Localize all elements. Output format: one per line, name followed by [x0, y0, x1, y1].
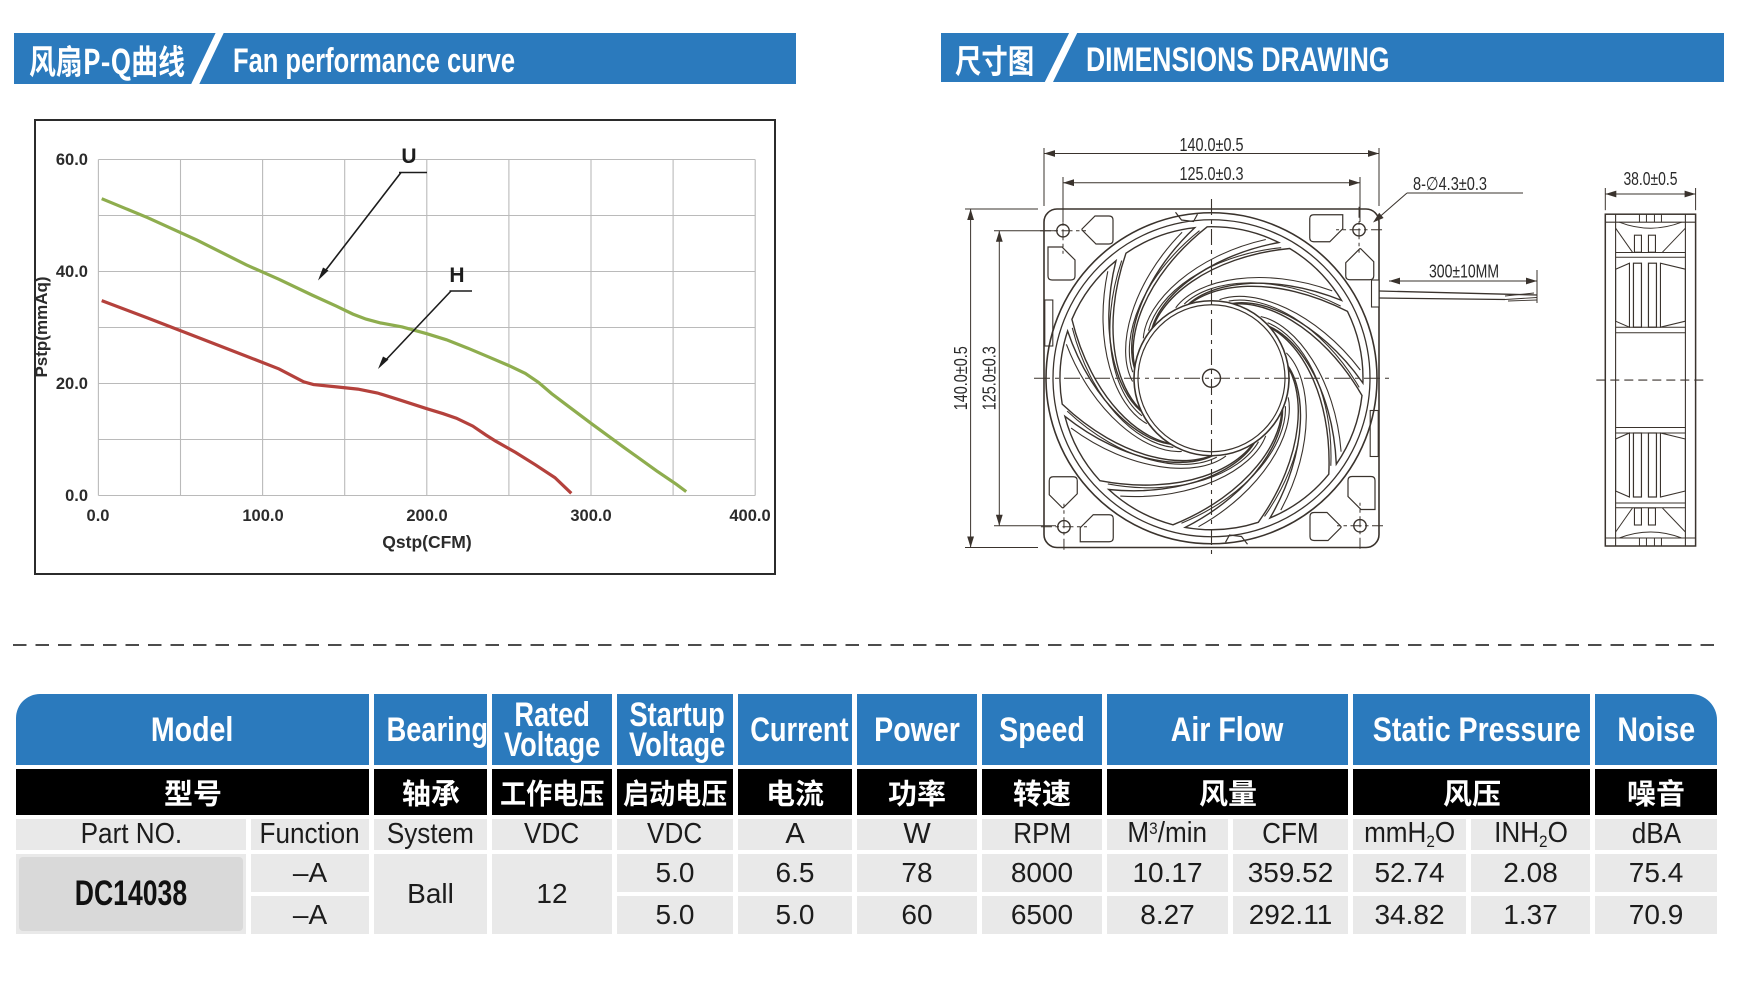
svg-text:0.0: 0.0: [87, 507, 110, 525]
svg-text:140.0±0.5: 140.0±0.5: [950, 346, 971, 410]
svg-text:400.0: 400.0: [729, 507, 770, 525]
svg-text:60.0: 60.0: [56, 151, 88, 169]
svg-text:Pstp(mmAq): Pstp(mmAq): [34, 276, 51, 377]
svg-text:8-∅4.3±0.3: 8-∅4.3±0.3: [1413, 173, 1487, 194]
svg-text:125.0±0.3: 125.0±0.3: [979, 346, 1000, 410]
svg-text:U: U: [401, 145, 416, 168]
svg-text:20.0: 20.0: [56, 375, 88, 393]
svg-text:300±10MM: 300±10MM: [1429, 261, 1499, 282]
svg-text:Qstp(CFM): Qstp(CFM): [382, 532, 471, 552]
svg-text:125.0±0.3: 125.0±0.3: [1180, 163, 1244, 184]
svg-text:140.0±0.5: 140.0±0.5: [1180, 134, 1244, 155]
svg-text:H: H: [449, 264, 464, 287]
svg-text:200.0: 200.0: [406, 507, 447, 525]
svg-text:100.0: 100.0: [242, 507, 283, 525]
svg-text:300.0: 300.0: [570, 507, 611, 525]
svg-text:0.0: 0.0: [65, 487, 88, 505]
svg-text:40.0: 40.0: [56, 263, 88, 281]
svg-text:38.0±0.5: 38.0±0.5: [1623, 168, 1677, 189]
